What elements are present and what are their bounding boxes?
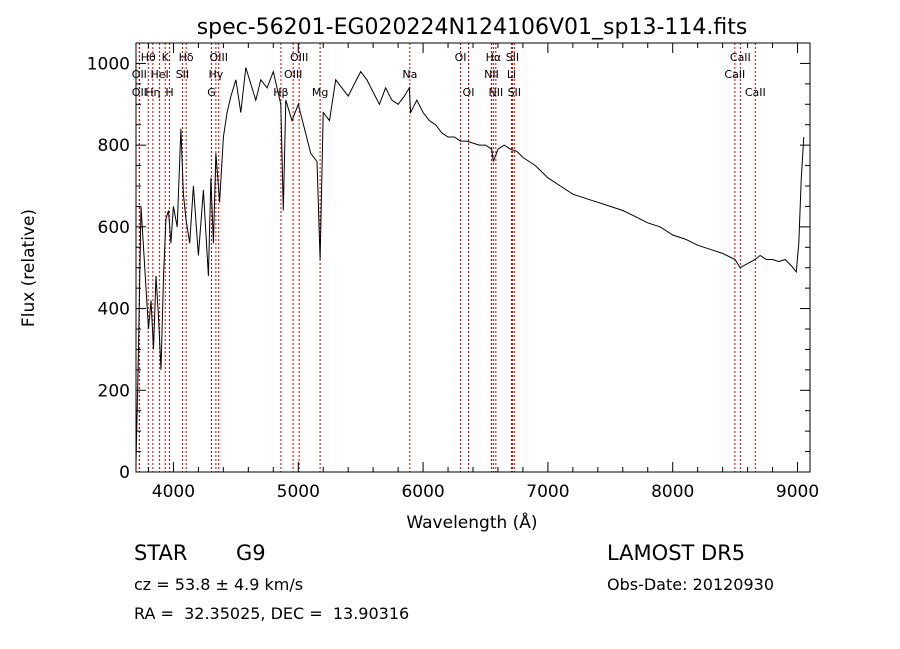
x-tick-label: 7000: [526, 482, 569, 502]
y-tick-label: 0: [119, 463, 130, 483]
spectral-line-label: Mg: [312, 86, 328, 99]
spectral-line-label: Hδ: [179, 51, 194, 64]
x-tick-label: 4000: [152, 482, 195, 502]
x-axis-ticks: 4000 5000 6000 7000 8000 9000: [147, 43, 819, 502]
object-subclass: G9: [236, 541, 266, 565]
spectral-line-label: NII: [484, 68, 499, 81]
spectral-line-label: H: [165, 86, 173, 99]
spectral-line-label: OI: [455, 51, 467, 64]
y-tick-label: 1000: [87, 54, 130, 74]
plot-frame: [135, 42, 811, 473]
y-axis-label: Flux (relative): [19, 209, 39, 327]
spectral-line-label: OIII: [290, 51, 308, 64]
spectral-line-label: Hη: [145, 86, 160, 99]
x-tick-label: 5000: [277, 482, 320, 502]
x-tick-label: 6000: [401, 482, 444, 502]
spectral-line-label: K: [162, 51, 170, 64]
spectral-line-label: Hθ: [141, 51, 156, 64]
spectral-line-label: CaII: [730, 51, 751, 64]
spectral-line-label: CaII: [745, 86, 766, 99]
spectral-line-label: SII: [508, 86, 521, 99]
spectral-line-label: Hα: [486, 51, 502, 64]
spectral-line-label: SII: [176, 68, 189, 81]
spectral-line-markers: [138, 43, 756, 472]
spectral-line-label: HeI: [150, 68, 168, 81]
x-tick-label: 9000: [776, 482, 819, 502]
spectral-line-label: NII: [488, 86, 503, 99]
chart-title: spec-56201-EG020224N124106V01_sp13-114.f…: [197, 15, 748, 40]
y-tick-label: 800: [98, 136, 130, 156]
spectral-line-label: SII: [506, 51, 519, 64]
spectral-line-label: OI: [463, 86, 475, 99]
spectral-line-label: OIII: [284, 68, 302, 81]
observation-date: Obs-Date: 20120930: [607, 575, 775, 594]
x-axis-label: Wavelength (Å): [406, 511, 537, 533]
spectral-line-label: G: [207, 86, 216, 99]
x-tick-label: 8000: [651, 482, 694, 502]
spectral-line-label: Hβ: [273, 86, 288, 99]
spectral-line-label: OII: [132, 68, 147, 81]
spectrum-line: [135, 67, 805, 464]
y-tick-label: 600: [98, 218, 130, 238]
object-class: STAR: [134, 541, 188, 565]
survey-name: LAMOST DR5: [607, 541, 746, 565]
spectral-line-label: CaII: [724, 68, 745, 81]
spectral-line-label: OIII: [210, 51, 228, 64]
spectral-line-label: OII: [132, 86, 147, 99]
redshift-velocity: cz = 53.8 ± 4.9 km/s: [134, 575, 304, 594]
spectral-line-label: Li: [507, 68, 516, 81]
y-axis-ticks: 0 200 400 600 800 1000: [87, 42, 810, 483]
spectral-line-label: Hγ: [208, 68, 223, 81]
y-tick-label: 200: [98, 381, 130, 401]
coordinates: RA = 32.35025, DEC = 13.90316: [134, 604, 410, 623]
spectral-line-label: Na: [402, 68, 417, 81]
y-tick-label: 400: [98, 300, 130, 320]
